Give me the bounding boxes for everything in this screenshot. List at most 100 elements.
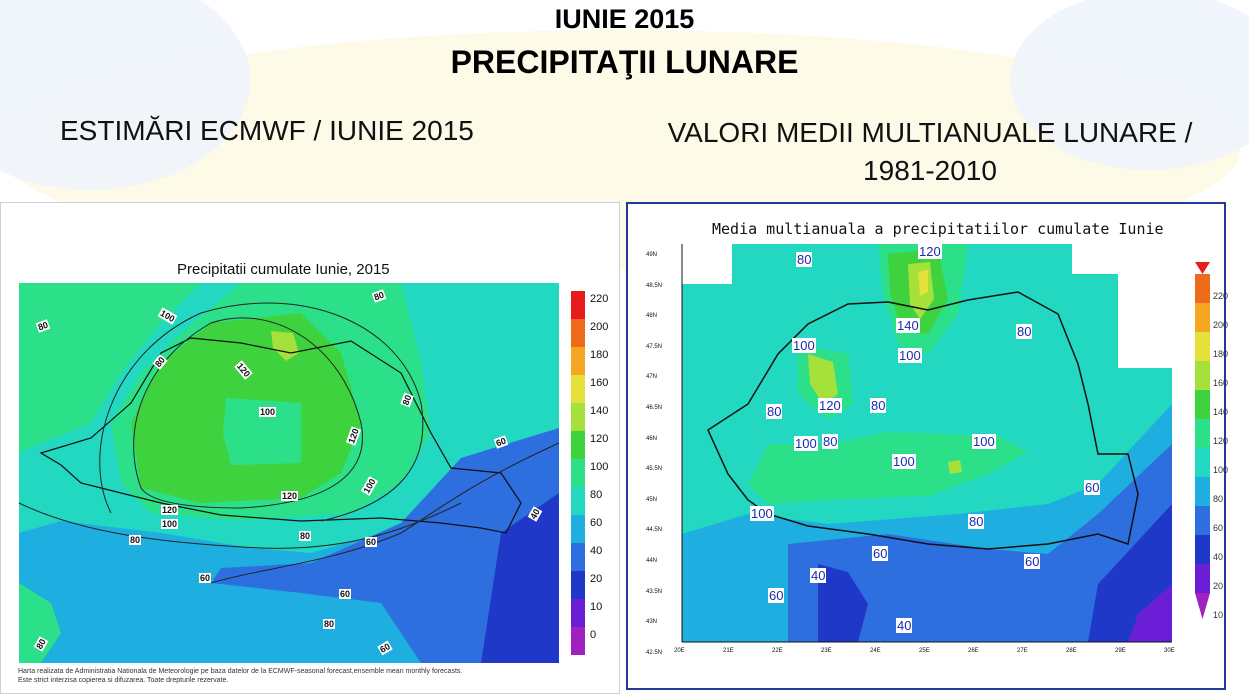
lon-label: 30E [1164, 648, 1175, 654]
lat-label: 45N [646, 496, 658, 503]
right-legend-20: 20 [1213, 581, 1224, 591]
lat-label: 45.5N [646, 466, 663, 473]
lon-label: 26E [968, 648, 979, 654]
contour-label: 80 [400, 392, 414, 408]
lon-label: 29E [1115, 648, 1126, 654]
right-legend-160: 160 [1213, 378, 1229, 388]
right-map-title: Media multianuala a precipitatiilor cumu… [712, 220, 1164, 238]
right-legend-100: 100 [1213, 465, 1229, 475]
lat-label: 46.5N [646, 404, 663, 411]
contour-label: 80 [766, 404, 783, 419]
right-map-field-140-south [948, 460, 962, 474]
subtitle-right-line2: 1981-2010 [863, 155, 997, 186]
page-title-line2: PRECIPITAŢII LUNARE [450, 44, 799, 80]
lon-label: 23E [821, 648, 832, 654]
contour-label: 60 [199, 573, 212, 583]
left-map-svg [18, 283, 585, 663]
left-legend-0: 0 [590, 629, 597, 641]
contour-label: 40 [527, 506, 543, 522]
contour-label: 80 [1016, 324, 1033, 339]
lon-label: 25E [919, 648, 930, 654]
left-legend-160: 160 [590, 377, 609, 389]
contour-label: 80 [870, 398, 887, 413]
multiannual-mean-map-panel: Media multianuala a precipitatiilor cumu… [626, 202, 1229, 690]
contour-label: 100 [157, 307, 178, 325]
right-legend-40: 40 [1213, 552, 1224, 562]
right-map-svg [681, 244, 1210, 643]
left-map-field-100-inner [223, 398, 301, 465]
contour-label: 40 [810, 568, 827, 583]
left-map-colorbar [571, 291, 585, 655]
left-legend-20: 20 [590, 573, 603, 585]
right-map-field-100-south [748, 432, 1028, 504]
contour-label: 100 [750, 506, 774, 521]
subtitle-right-line1: VALORI MEDII MULTIANUALE LUNARE / [667, 117, 1193, 148]
right-map-country-border [707, 291, 1139, 550]
left-legend-120: 120 [590, 433, 609, 445]
lat-label: 43N [646, 619, 658, 626]
right-lat-labels: 49N 48.5N 48N 47.5N 47N 46.5N 46N 45.5N … [646, 240, 662, 668]
right-map-nodata [1118, 244, 1172, 368]
left-legend-80: 80 [590, 489, 603, 501]
contour-label: 120 [345, 426, 362, 446]
contour-label: 80 [371, 289, 387, 303]
lat-label: 48N [646, 313, 658, 320]
left-map-field-40-60 [211, 428, 559, 663]
lon-label: 24E [870, 648, 881, 654]
left-map-contour [133, 317, 363, 509]
contour-label: 100 [794, 436, 818, 451]
left-map-field-100-nw [19, 283, 201, 453]
right-legend-200: 200 [1213, 320, 1229, 330]
contour-label: 120 [234, 360, 253, 380]
lat-label: 44.5N [646, 527, 663, 534]
left-map-field-140 [271, 331, 299, 361]
left-map-title: Precipitatii cumulate Iunie, 2015 [177, 261, 390, 278]
lat-label: 47N [646, 374, 658, 381]
contour-label: 100 [898, 348, 922, 363]
left-legend-200: 200 [590, 321, 609, 333]
right-contour-labels: 80 120 140 100 80 100 120 80 80 100 80 1… [628, 204, 1224, 688]
contour-label: 140 [896, 318, 920, 333]
contour-label: 60 [339, 589, 352, 599]
right-legend-220: 220 [1213, 291, 1229, 301]
contour-label: 120 [281, 491, 299, 501]
lat-label: 44N [646, 557, 658, 564]
lat-label: 47.5N [646, 343, 663, 350]
contour-label: 100 [259, 407, 277, 417]
contour-label: 60 [872, 546, 889, 561]
right-legend-180: 180 [1213, 349, 1229, 359]
right-map-colorbar [1195, 262, 1210, 619]
contour-label: 60 [768, 588, 785, 603]
contour-label: 80 [822, 434, 839, 449]
contour-label: 120 [918, 244, 942, 259]
lat-label: 46N [646, 435, 658, 442]
ecmwf-forecast-map-panel: Precipitatii cumulate Iunie, 2015 [0, 202, 620, 694]
left-map-contour [210, 442, 560, 584]
lat-label: 43.5N [646, 588, 663, 595]
lon-label: 20E [674, 648, 685, 654]
lat-label: 48.5N [646, 282, 663, 289]
lat-label: 42.5N [646, 649, 663, 656]
lat-label: 49N [646, 252, 658, 258]
right-map-field-10-20 [1128, 584, 1172, 642]
contour-label: 80 [35, 319, 51, 333]
contour-label: 100 [792, 338, 816, 353]
right-map-nodata [1072, 244, 1120, 274]
right-legend-120: 120 [1213, 436, 1229, 446]
contour-label: 60 [493, 435, 509, 449]
contour-label: 80 [968, 514, 985, 529]
lon-label: 22E [772, 648, 783, 654]
right-lon-labels: 20E 21E 22E 23E 24E 25E 26E 27E 28E 29E … [674, 648, 1194, 654]
subtitle-left: ESTIMĂRI ECMWF / IUNIE 2015 [60, 115, 474, 146]
contour-label: 40 [896, 618, 913, 633]
contour-label: 60 [377, 640, 393, 656]
right-map-field-20-40-a [818, 564, 868, 642]
contour-label: 100 [161, 519, 179, 529]
left-legend-40: 40 [590, 545, 603, 557]
lon-label: 27E [1017, 648, 1028, 654]
right-map-field-160 [918, 270, 928, 296]
contour-label: 60 [365, 537, 378, 547]
right-legend-80: 80 [1213, 494, 1224, 504]
contour-label: 80 [129, 535, 142, 545]
left-map-contour [99, 302, 424, 522]
